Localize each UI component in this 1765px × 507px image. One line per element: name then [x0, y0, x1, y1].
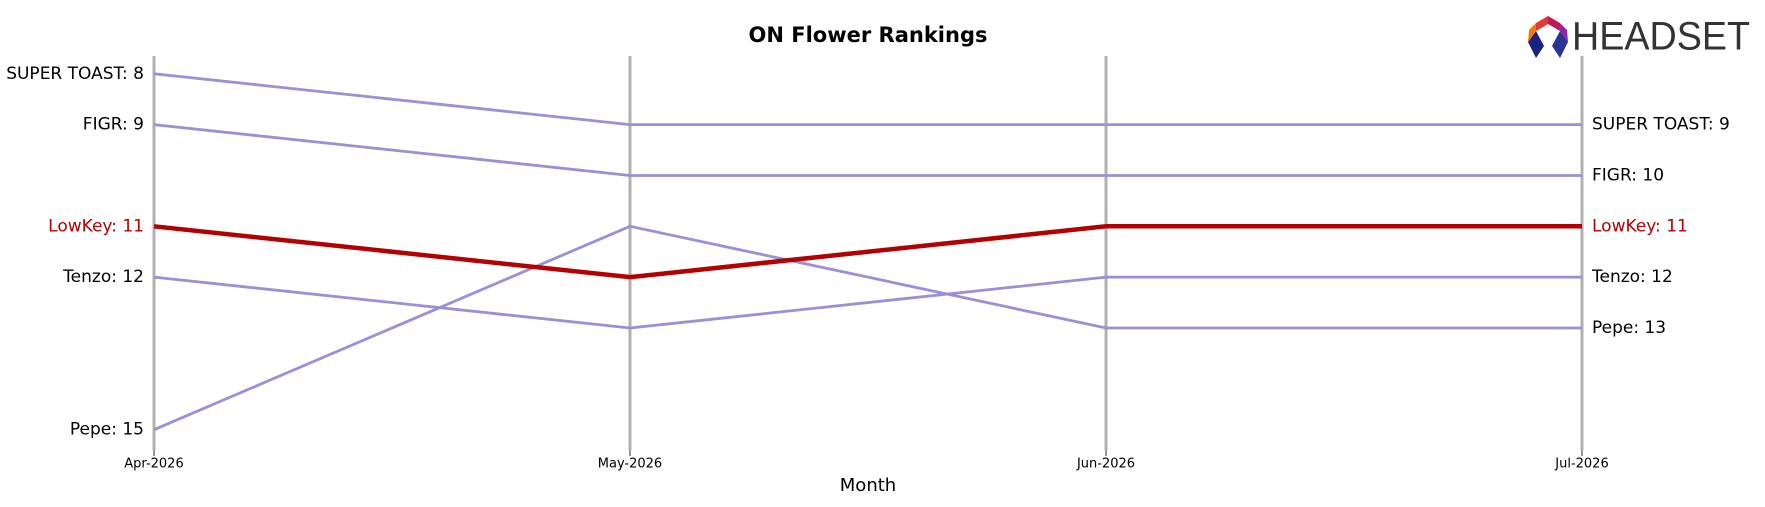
logo-icon [1552, 31, 1568, 58]
logo-icon [1528, 31, 1544, 58]
data-label: FIGR: 9 [83, 115, 144, 135]
logo: HEADSET [1528, 15, 1750, 59]
data-label: LowKey: 11 [1592, 216, 1688, 236]
data-label: FIGR: 10 [1592, 165, 1664, 185]
data-label: Tenzo: 12 [62, 267, 144, 287]
x-tick-label: Apr-2026 [124, 457, 183, 472]
logo-text: HEADSET [1572, 15, 1750, 59]
x-axis-label: Month [840, 475, 896, 496]
data-label: SUPER TOAST: 9 [1592, 115, 1730, 135]
logo-icon [1560, 23, 1568, 42]
series-line [153, 123, 1582, 177]
series-line [153, 72, 1582, 127]
x-tick-label: Jun-2026 [1076, 457, 1135, 472]
logo-icon [1536, 16, 1548, 31]
series-line [153, 224, 1582, 431]
series-line [153, 275, 1582, 330]
logo-icon [1528, 23, 1536, 42]
series-line [153, 224, 1582, 280]
chart-title: ON Flower Rankings [749, 23, 988, 47]
data-label: SUPER TOAST: 8 [6, 64, 144, 84]
data-label: Tenzo: 12 [1591, 267, 1673, 287]
logo-icon [1548, 16, 1560, 31]
x-tick-label: Jul-2026 [1554, 457, 1608, 472]
x-tick-label: May-2026 [598, 457, 662, 472]
data-label: Pepe: 13 [1592, 318, 1666, 338]
data-label: Pepe: 15 [70, 420, 144, 440]
data-label: LowKey: 11 [48, 216, 144, 236]
